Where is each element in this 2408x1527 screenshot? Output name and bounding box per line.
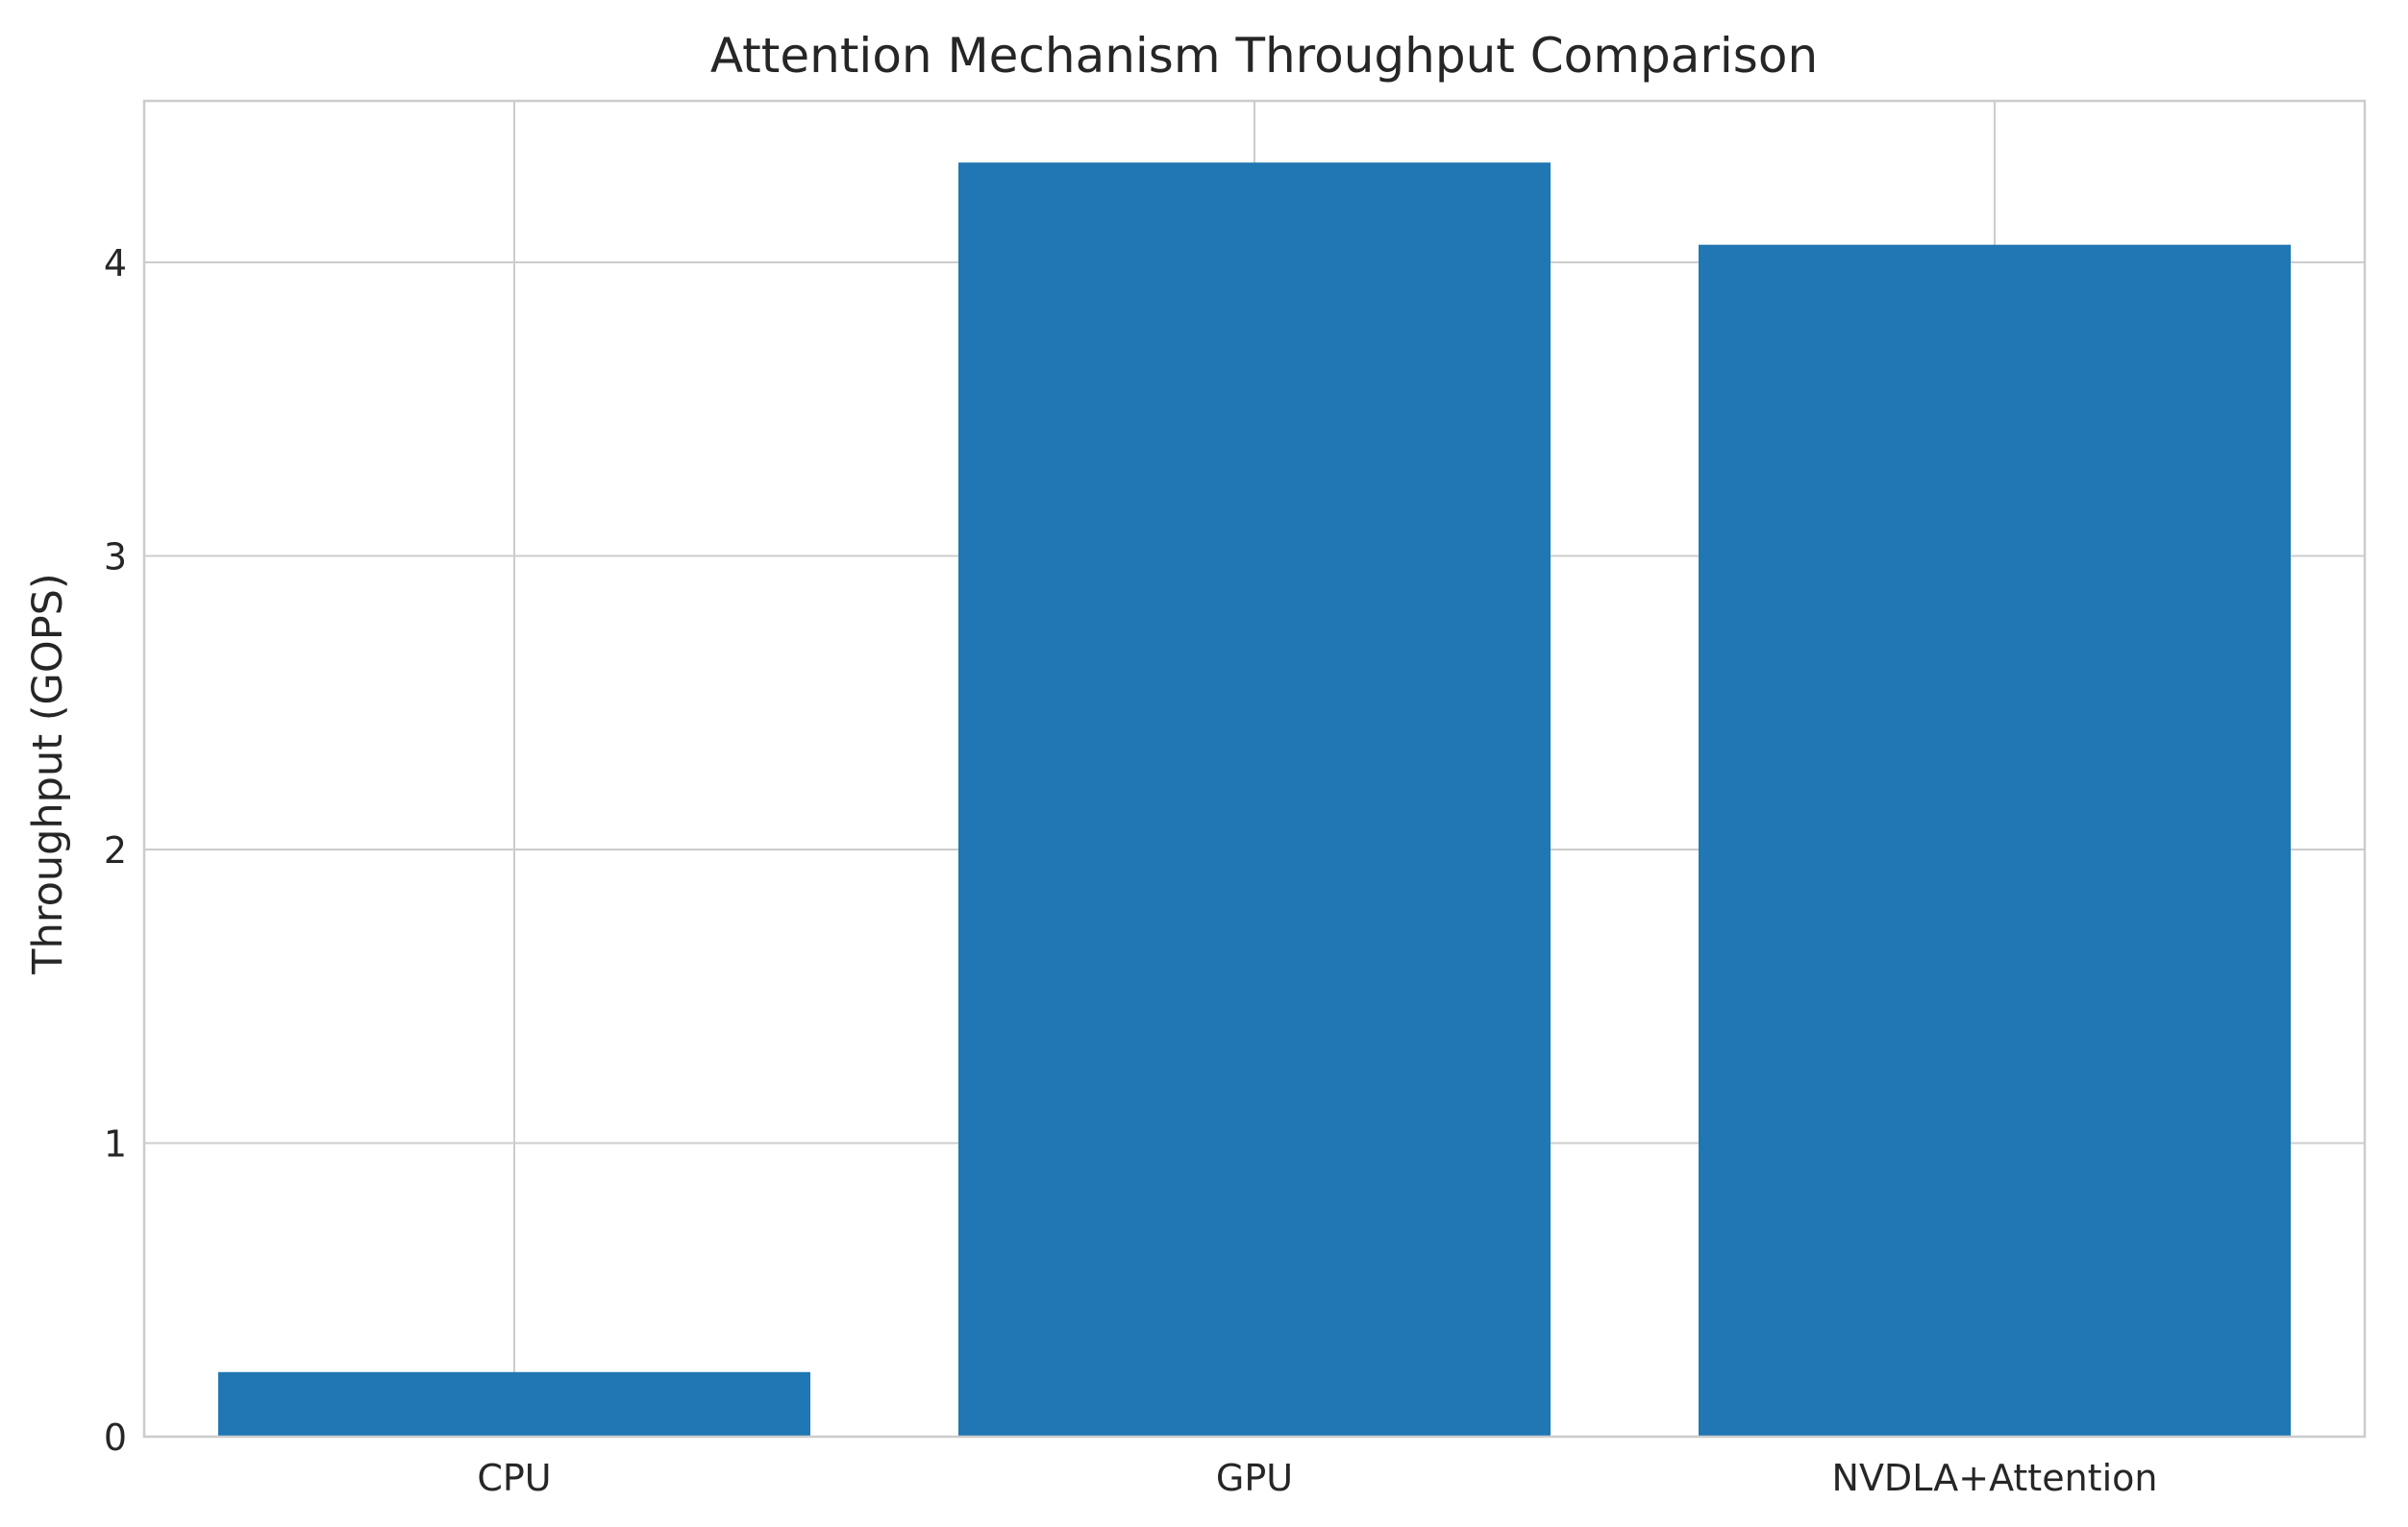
- labels: Attention Mechanism Throughput Compariso…: [24, 28, 2157, 1499]
- bar-gpu: [958, 162, 1551, 1438]
- y-tick-label: 0: [104, 1416, 127, 1459]
- plot-frame: [142, 99, 2367, 1439]
- axes: [142, 99, 2367, 1439]
- bar-nvdla-attention: [1699, 244, 2291, 1438]
- bars: [218, 162, 2291, 1438]
- y-tick-label: 2: [104, 829, 127, 872]
- y-tick-label: 1: [104, 1123, 127, 1166]
- x-tick-label: CPU: [477, 1457, 551, 1499]
- y-tick-label: 4: [104, 242, 127, 284]
- y-axis-label: Throughput (GOPS): [24, 573, 72, 974]
- x-tick-label: NVDLA+Attention: [1832, 1457, 2158, 1499]
- y-tick-label: 3: [104, 536, 127, 579]
- x-tick-label: GPU: [1216, 1457, 1293, 1499]
- bar-cpu: [218, 1371, 810, 1437]
- chart-title: Attention Mechanism Throughput Compariso…: [710, 28, 1818, 84]
